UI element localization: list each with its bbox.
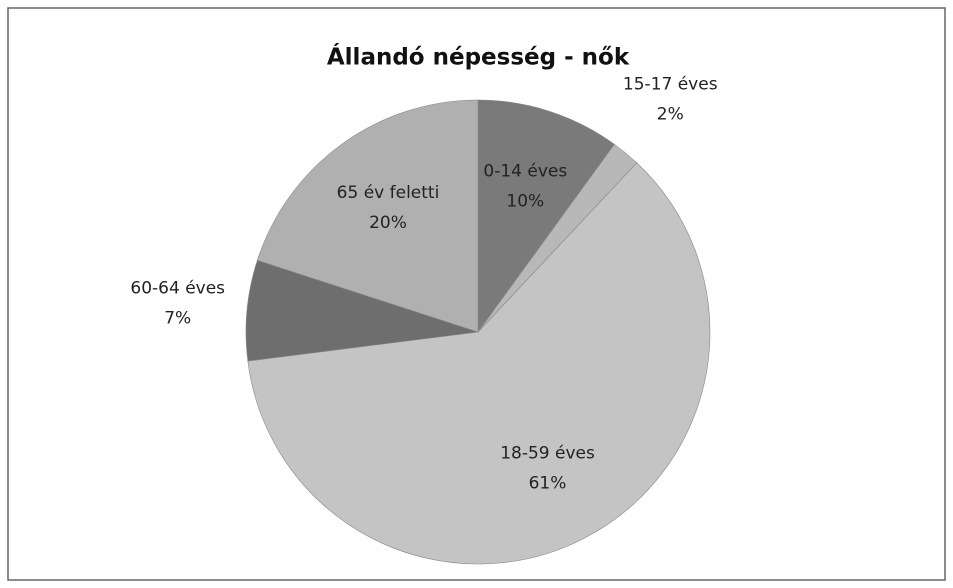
pie-slice: [245, 259, 479, 362]
pie-slice: [256, 99, 479, 333]
data-label-name: 60-64 éves: [130, 279, 225, 299]
pie-slice: [477, 99, 615, 333]
pie-slice: [247, 162, 711, 565]
data-label-value: 20%: [369, 213, 407, 233]
chart-title: Állandó népesség - nők: [327, 43, 630, 71]
data-label-value: 7%: [164, 309, 191, 329]
data-label-value: 10%: [506, 191, 544, 211]
data-label-name: 65 év feletti: [337, 183, 440, 203]
data-label-name: 15-17 éves: [623, 75, 718, 95]
data-label-value: 2%: [657, 105, 684, 125]
data-label-name: 0-14 éves: [483, 161, 567, 181]
data-label-name: 18-59 éves: [500, 443, 595, 463]
data-label-value: 61%: [529, 473, 567, 493]
